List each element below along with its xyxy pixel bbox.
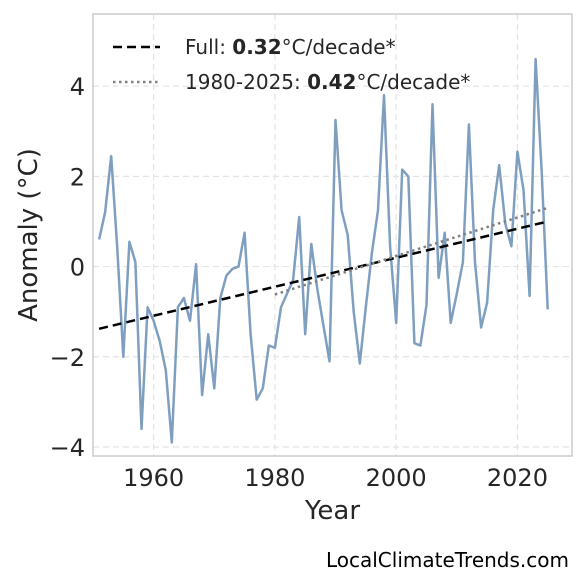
- x-tick-label: 2000: [366, 464, 427, 492]
- legend: Full: 0.32°C/decade* 1980-2025: 0.42°C/d…: [113, 35, 470, 94]
- x-axis-label: Year: [304, 496, 360, 526]
- series-layer: [97, 57, 549, 444]
- legend-label-1980-2025: 1980-2025: 0.42°C/decade*: [185, 70, 470, 94]
- credit-text: LocalClimateTrends.com: [325, 548, 569, 572]
- y-tick-label: 2: [70, 163, 85, 191]
- y-tick-label: −2: [50, 344, 85, 372]
- grid: [93, 14, 572, 456]
- full-trend-line: [98, 220, 548, 331]
- x-tick-label: 1960: [123, 464, 184, 492]
- y-tick-label: 4: [70, 73, 85, 101]
- y-tick-label: −4: [50, 434, 85, 462]
- y-axis-label: Anomaly (°C): [14, 148, 44, 322]
- anomaly-line: [97, 57, 549, 444]
- tick-labels: 1960 1980 2000 2020 −4 −2 0 2 4: [50, 73, 548, 492]
- plot-frame: [92, 13, 573, 457]
- y-tick-label: 0: [70, 254, 85, 282]
- x-tick-label: 1980: [244, 464, 305, 492]
- legend-label-full: Full: 0.32°C/decade*: [185, 35, 396, 59]
- x-tick-label: 2020: [487, 464, 548, 492]
